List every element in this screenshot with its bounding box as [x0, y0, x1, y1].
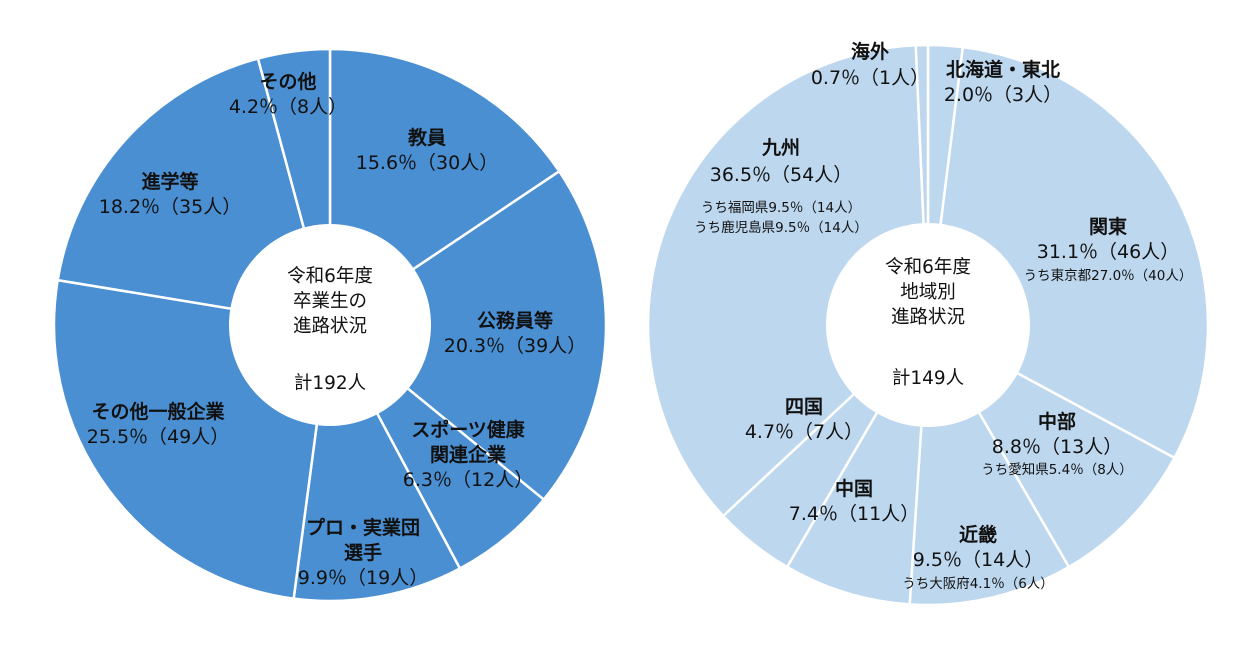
slice-note: うち愛知県5.4％（8人）: [981, 461, 1133, 478]
slice-name: その他一般企業: [91, 400, 225, 423]
slice-label-further-study: 進学等 18.2％（35人）: [99, 170, 241, 218]
slice-label-hokkaido-tohoku: 北海道・東北 2.0％（3人）: [944, 58, 1062, 106]
slice-name: プロ・実業団: [306, 516, 420, 539]
donut-hole: [229, 224, 431, 426]
slice-label-sports-companies: スポーツ健康 関連企業 6.3％（12人）: [403, 418, 533, 491]
slice-note: うち東京都27.0％（40人）: [1024, 268, 1193, 284]
center-title-line: 地域別: [900, 282, 956, 303]
slice-name: 北海道・東北: [946, 58, 1060, 81]
slice-value: 6.3％（12人）: [403, 469, 533, 491]
center-title-line: 卒業生の: [293, 291, 367, 312]
slice-value: 4.7％（7人）: [745, 421, 863, 443]
slice-note: うち大阪府4.1％（6人）: [902, 576, 1054, 592]
slice-value: 2.0％（3人）: [944, 84, 1062, 106]
slice-label-shikoku: 四国 4.7％（7人）: [745, 396, 863, 443]
slice-label-teacher: 教員 15.6％（30人）: [356, 126, 498, 174]
pie-slice-graduates-1: [328, 170, 608, 501]
slice-label-chugoku: 中国 7.4％（11人）: [789, 477, 919, 525]
slice-name: スポーツ健康: [411, 418, 526, 441]
donut-hole: [826, 223, 1030, 427]
pie-chart-graduates: [52, 47, 608, 603]
pie-chart-regions: [646, 43, 1210, 607]
slice-name: 海外: [851, 40, 889, 63]
slice-value: 4.2％（8人）: [229, 96, 347, 118]
slice-label-kyushu: 九州 36.5％（54人） うち福岡県9.5％（14人） うち鹿児島県9.5％（…: [694, 137, 868, 236]
slice-label-overseas: 海外 0.7％（1人）: [811, 40, 929, 89]
center-title-line: 進路状況: [891, 307, 965, 328]
slice-name: その他: [259, 70, 316, 93]
slice-value: 20.3％（39人）: [444, 335, 586, 357]
center-total: 計149人: [892, 368, 964, 389]
center-title-line: 令和6年度: [885, 257, 971, 278]
slice-note: うち鹿児島県9.5％（14人）: [694, 219, 868, 236]
slice-value: 18.2％（35人）: [99, 196, 241, 218]
slice-value: 8.8％（13人）: [992, 436, 1122, 458]
slice-label-chubu: 中部 8.8％（13人） うち愛知県5.4％（8人）: [981, 410, 1133, 478]
slice-value: 9.5％（14人）: [913, 549, 1043, 571]
slice-value: 36.5％（54人）: [710, 164, 852, 186]
slice-label-kinki: 近畿 9.5％（14人） うち大阪府4.1％（6人）: [902, 523, 1054, 592]
center-total: 計192人: [294, 373, 366, 394]
slice-name: 選手: [344, 541, 382, 564]
slice-name: 教員: [408, 126, 446, 149]
slice-name: 近畿: [959, 523, 997, 546]
center-title-line: 令和6年度: [287, 266, 373, 287]
slice-name: 関東: [1089, 215, 1127, 238]
slice-value: 15.6％（30人）: [356, 152, 498, 174]
slice-value: 0.7％（1人）: [811, 67, 929, 89]
slice-name: 進学等: [141, 170, 198, 193]
slice-name: 公務員等: [477, 309, 553, 332]
center-label-graduates: 令和6年度 卒業生の 進路状況 計192人: [287, 266, 373, 394]
center-title-line: 進路状況: [293, 316, 367, 337]
slice-name: 九州: [761, 137, 800, 159]
slice-name: 四国: [785, 396, 823, 418]
slice-name: 関連企業: [430, 443, 507, 466]
slice-value: 9.9％（19人）: [298, 567, 428, 589]
slice-label-other: その他 4.2％（8人）: [229, 70, 347, 118]
slice-label-other-companies: その他一般企業 25.5％（49人）: [87, 400, 229, 448]
slice-note: うち福岡県9.5％（14人）: [701, 200, 861, 216]
slice-value: 25.5％（49人）: [87, 426, 229, 448]
slice-label-pro-athlete: プロ・実業団 選手 9.9％（19人）: [298, 516, 428, 589]
slice-label-kanto: 関東 31.1％（46人） うち東京都27.0％（40人）: [1024, 215, 1193, 284]
slice-value: 31.1％（46人）: [1037, 241, 1179, 263]
pie-slice-regions-6: [646, 44, 930, 518]
center-label-regions: 令和6年度 地域別 進路状況 計149人: [885, 257, 971, 389]
slice-label-public-servant: 公務員等 20.3％（39人）: [444, 309, 586, 357]
slice-value: 7.4％（11人）: [789, 503, 919, 525]
slice-name: 中国: [835, 477, 873, 500]
slice-name: 中部: [1038, 410, 1076, 433]
